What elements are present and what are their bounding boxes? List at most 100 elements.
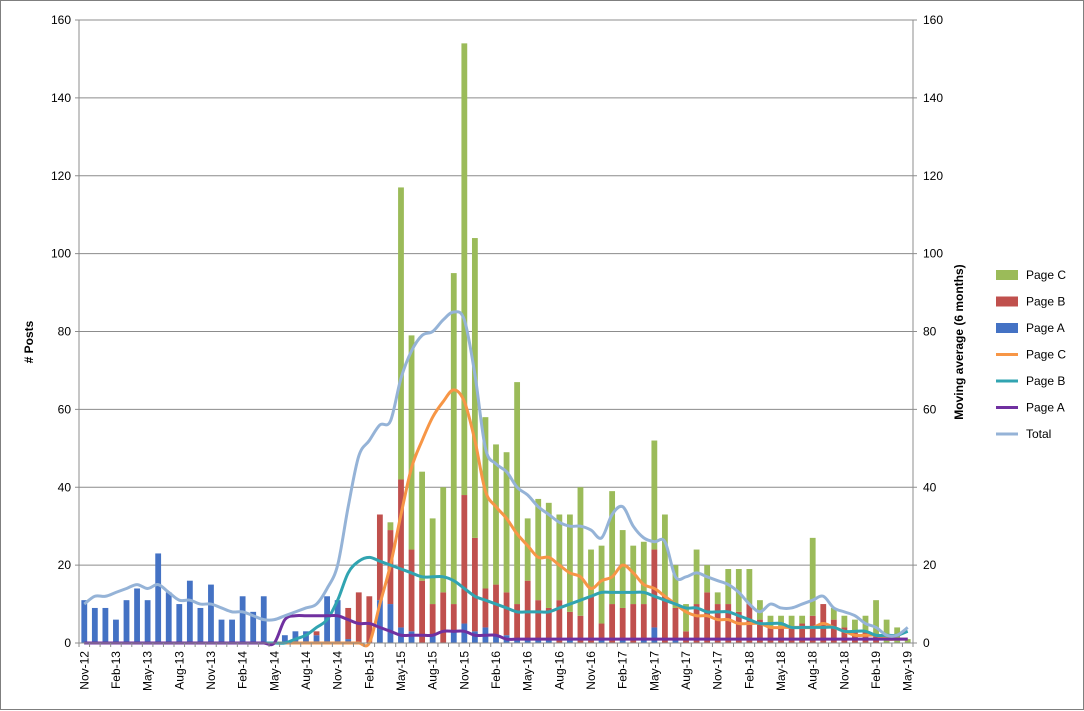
bar-page-a-may-17 (651, 627, 658, 643)
y-left-tick-label: 60 (58, 402, 72, 416)
x-tick-label: Nov-12 (77, 651, 91, 690)
x-tick-label: Aug-14 (299, 651, 313, 690)
x-tick-label: Feb-13 (109, 651, 123, 689)
bar-page-c-nov-17 (714, 592, 721, 605)
bar-page-c-dec-17 (725, 569, 732, 605)
bar-page-b-jun-16 (535, 600, 542, 640)
bar-page-a-jan-13 (102, 607, 109, 643)
bar-page-a-jan-14 (229, 619, 235, 643)
x-tick-label: Feb-19 (869, 651, 883, 689)
bar-page-c-jul-15 (419, 471, 426, 581)
y-right-tick-label: 80 (923, 325, 937, 339)
bar-page-b-jul-18 (799, 623, 806, 643)
bar-page-b-oct-16 (577, 615, 584, 643)
bar-page-c-nov-18 (841, 615, 848, 628)
axes (75, 19, 917, 647)
bar-page-b-jun-18 (788, 627, 795, 643)
legend-label: Page C (1026, 268, 1066, 282)
bar-page-c-may-19 (904, 639, 911, 643)
y-left-tick-label: 140 (51, 91, 71, 105)
bar-page-b-dec-16 (598, 623, 605, 640)
bar-page-b-mar-15 (376, 514, 383, 601)
bar-page-b-sep-14 (313, 631, 320, 636)
legend: Page C Page B Page A Page C Page B Page A Tota… (996, 268, 1066, 441)
bar-page-a-nov-14 (334, 600, 341, 643)
bar-page-a-apr-17 (640, 639, 647, 643)
bar-page-c-jul-17 (672, 565, 679, 608)
x-tick-label: Nov-16 (584, 651, 598, 690)
x-tick-label: May-16 (521, 651, 535, 691)
bar-page-c-mar-19 (883, 619, 890, 643)
x-tick-label: Nov-13 (204, 651, 218, 690)
bar-page-b-may-16 (524, 580, 531, 640)
x-tick-label: May-15 (394, 651, 408, 691)
bar-page-b-oct-17 (704, 592, 711, 643)
bar-page-a-oct-13 (197, 607, 204, 643)
bar-page-a-jun-15 (408, 631, 415, 643)
bar-page-c-sep-15 (440, 487, 447, 593)
bar-page-b-jun-15 (408, 549, 415, 632)
legend-swatch-bar (996, 296, 1018, 307)
bar-page-b-mar-17 (630, 604, 637, 643)
bar-page-c-mar-16 (503, 452, 510, 593)
bar-page-b-nov-15 (461, 495, 468, 624)
bar-page-a-dec-14 (345, 639, 352, 643)
bar-page-c-dec-16 (598, 545, 605, 624)
bar-page-c-jun-16 (535, 498, 542, 601)
bar-page-b-nov-16 (588, 596, 594, 643)
bar-page-c-apr-15 (387, 522, 394, 531)
bar-page-b-jan-19 (862, 631, 869, 643)
y-axis-left-title: # Posts (22, 320, 36, 363)
y-left-tick-label: 0 (64, 636, 71, 650)
bar-page-c-dec-18 (852, 619, 858, 632)
bar-page-c-jul-18 (799, 615, 806, 624)
y-left-tick-label: 40 (58, 480, 72, 494)
y-right-tick-label: 140 (923, 91, 943, 105)
bar-page-c-mar-18 (757, 600, 763, 620)
bar-page-a-nov-12 (81, 600, 88, 643)
legend-label: Page C (1026, 348, 1066, 362)
bar-page-a-sep-13 (186, 580, 193, 643)
y-axis-right-title: Moving average (6 months) (952, 264, 966, 419)
x-tick-label: May-14 (267, 651, 281, 691)
bar-page-b-jan-16 (482, 588, 489, 628)
x-tick-label: May-19 (901, 651, 915, 691)
bar-page-a-may-13 (144, 600, 151, 643)
x-tick-label: May-17 (647, 651, 661, 691)
bar-page-a-oct-15 (450, 631, 457, 643)
x-tick-label: Aug-15 (426, 651, 440, 690)
bar-page-a-dec-13 (218, 619, 225, 643)
x-tick-label: Nov-14 (331, 651, 345, 690)
legend-swatch-bar (996, 323, 1018, 333)
y-right-tick-label: 120 (923, 169, 943, 183)
bar-page-b-dec-17 (725, 604, 732, 643)
bar-page-c-nov-16 (588, 549, 594, 597)
bar-page-a-dec-16 (598, 639, 605, 643)
bar-page-a-jun-13 (155, 553, 162, 643)
legend-label: Page A (1026, 321, 1065, 335)
bar-page-a-feb-17 (619, 639, 626, 643)
bar-page-b-jul-15 (419, 580, 426, 643)
tick-labels: 0 0 20 20 40 40 60 60 80 80 100 100 120 120 140 140 160 1… (51, 13, 943, 691)
y-right-tick-label: 100 (923, 247, 943, 261)
bar-page-a-mar-13 (123, 600, 130, 643)
bar-page-c-jun-17 (662, 514, 668, 597)
bar-page-c-feb-18 (746, 569, 753, 605)
bar-page-a-jul-16 (545, 639, 552, 643)
bar-page-a-feb-14 (239, 596, 246, 643)
y-left-tick-label: 160 (51, 13, 71, 27)
bar-page-a-dec-15 (471, 631, 478, 643)
x-tick-label: Aug-16 (552, 651, 566, 690)
bar-page-c-oct-16 (577, 487, 584, 616)
bar-page-b-jun-17 (662, 596, 668, 643)
line-total-moving-average (83, 310, 909, 638)
x-tick-label: Nov-17 (711, 651, 725, 690)
bar-page-c-aug-16 (556, 514, 563, 601)
bar-page-b-jul-17 (672, 607, 679, 640)
bar-page-c-jan-16 (482, 417, 489, 589)
bar-page-a-feb-13 (113, 619, 119, 643)
y-right-tick-label: 20 (923, 558, 937, 572)
bar-page-b-dec-14 (345, 607, 352, 640)
bar-page-c-aug-18 (809, 537, 816, 616)
bar-page-c-apr-16 (514, 382, 521, 605)
